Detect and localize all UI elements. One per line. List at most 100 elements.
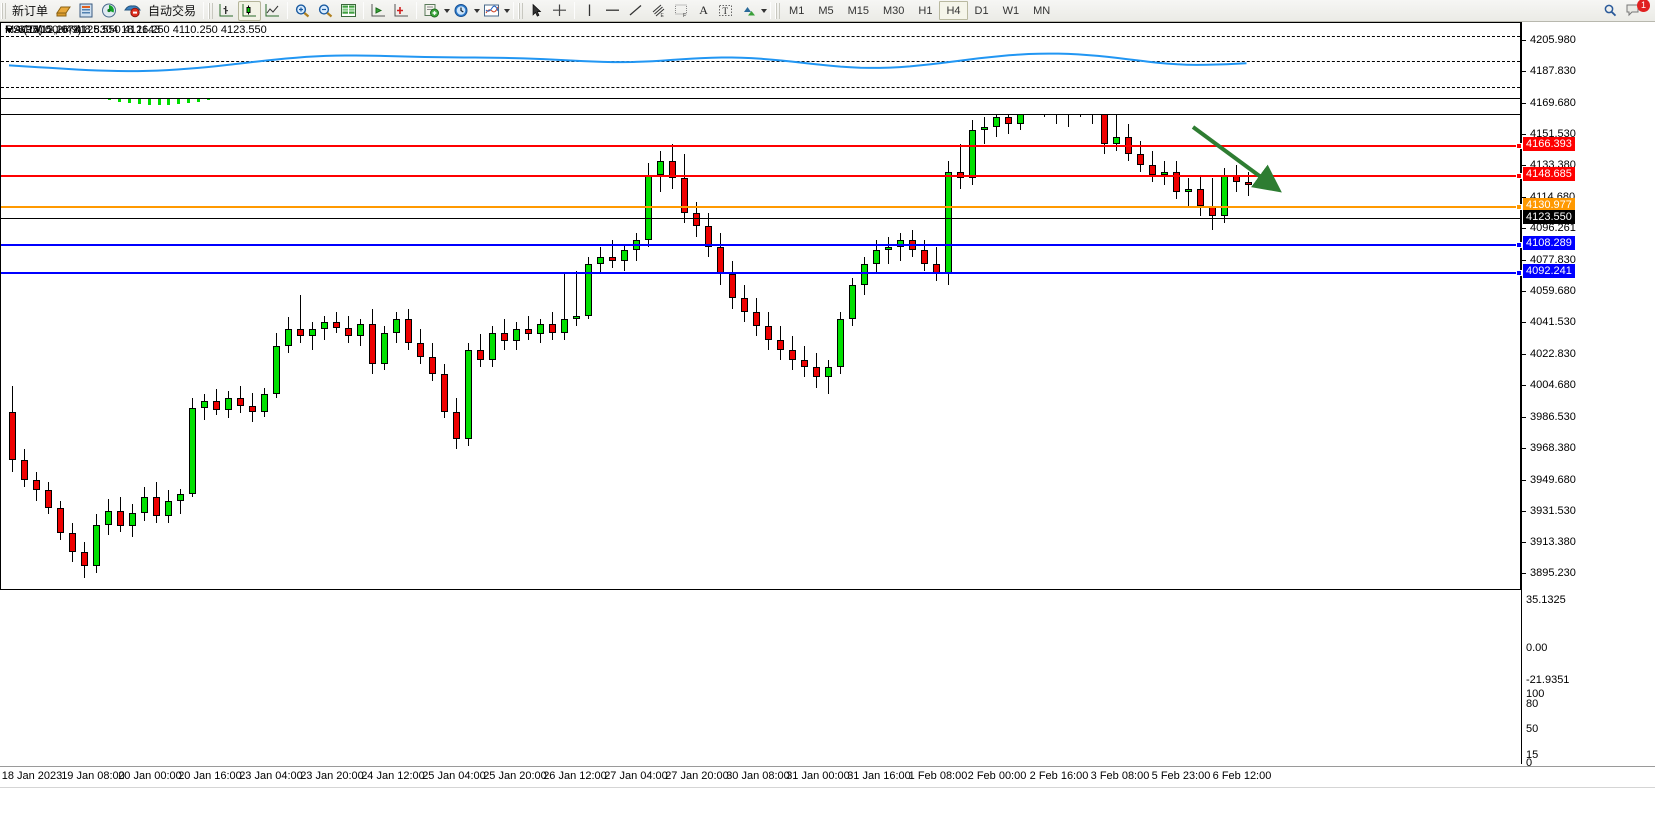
price-line-resistance-2[interactable] <box>1 173 1522 179</box>
candle-body <box>309 329 316 337</box>
price-pane[interactable]: SP500-,H4 4125.550 4126.250 4110.250 412… <box>0 22 1522 590</box>
price-tag-support-1[interactable]: 4108.289 <box>1523 236 1575 250</box>
timeframe-h4[interactable]: H4 <box>939 1 968 20</box>
messages-icon[interactable]: 1 <box>1622 0 1650 21</box>
timeframe-m30[interactable]: M30 <box>883 4 905 17</box>
price-tag-resistance-2[interactable]: 4148.685 <box>1523 167 1575 181</box>
candle-body <box>369 324 376 364</box>
price-line-handle[interactable] <box>1516 204 1522 210</box>
candle-wick <box>300 295 301 343</box>
chart-area[interactable]: SP500-,H4 4125.550 4126.250 4110.250 412… <box>0 22 1655 823</box>
auto-scroll-icon[interactable] <box>390 1 413 21</box>
candle-body <box>609 257 616 261</box>
price-tick-mark <box>1522 510 1526 512</box>
price-line-resistance-1[interactable] <box>1 143 1522 149</box>
vertical-line-icon[interactable] <box>578 1 601 21</box>
price-tag-current-price[interactable]: 4130.977 <box>1523 198 1575 212</box>
toolbar-grip-2[interactable] <box>208 2 214 19</box>
price-line-support-1[interactable] <box>1 242 1522 248</box>
fibonacci-icon[interactable]: F <box>670 1 693 21</box>
candle-body <box>9 411 16 460</box>
templates-icon[interactable] <box>480 1 503 21</box>
zoom-in-icon[interactable] <box>291 1 314 21</box>
autotrading-icon[interactable] <box>121 1 144 21</box>
bar-chart-icon[interactable] <box>215 1 238 21</box>
candle-body <box>453 411 460 439</box>
candle-body <box>81 552 88 566</box>
candle-body <box>333 322 340 328</box>
data-window-icon[interactable] <box>337 1 360 21</box>
rsi-pane[interactable]: RSI(14) 50.0781 <box>0 22 1521 99</box>
text-label-icon[interactable]: T <box>714 1 737 21</box>
timeframe-m5[interactable]: M5 <box>818 4 834 17</box>
time-axis-label: 31 Jan 16:00 <box>847 770 911 782</box>
price-tick-mark <box>1522 291 1526 293</box>
candle-body <box>693 212 700 227</box>
line-chart-icon[interactable] <box>261 1 284 21</box>
price-tick-label: 3931.530 <box>1530 504 1576 517</box>
candle-body <box>945 171 952 275</box>
candle-body <box>189 408 196 494</box>
price-tick-mark <box>1522 479 1526 481</box>
add-indicator-icon[interactable] <box>420 1 443 21</box>
toolbar-grip-3[interactable] <box>518 2 524 19</box>
price-line-current-price[interactable] <box>1 204 1522 210</box>
arrows-icon[interactable] <box>737 1 760 21</box>
horizontal-line-icon[interactable] <box>601 1 624 21</box>
crosshair-icon[interactable] <box>548 1 571 21</box>
timeframe-d1[interactable]: D1 <box>974 4 989 17</box>
chevron-down-icon-4[interactable] <box>761 8 768 13</box>
chevron-down-icon-3[interactable] <box>504 8 511 13</box>
trend-arrow-annotation[interactable] <box>1189 123 1289 198</box>
price-tick-mark <box>1522 416 1526 418</box>
zoom-out-icon[interactable] <box>314 1 337 21</box>
candle-body <box>273 346 280 395</box>
toolbar-grip-4[interactable] <box>775 2 781 19</box>
price-line-support-2[interactable] <box>1 270 1522 276</box>
cursor-icon[interactable] <box>525 1 548 21</box>
price-line-handle[interactable] <box>1516 270 1522 276</box>
timeframe-m15[interactable]: M15 <box>847 4 869 17</box>
chevron-down-icon-2[interactable] <box>474 8 481 13</box>
rsi-level-line <box>1 87 1520 88</box>
search-icon[interactable] <box>1599 1 1622 21</box>
toolbar-grip[interactable] <box>1 2 6 19</box>
timeframe-mn[interactable]: MN <box>1033 4 1051 17</box>
candle-body <box>141 497 148 513</box>
timeframe-h1[interactable]: H1 <box>918 4 933 17</box>
price-scale[interactable]: 4205.980 4187.830 4169.680 4151.530 4133.380… <box>1521 22 1655 769</box>
terminal-icon[interactable] <box>75 1 98 21</box>
toolbar-separator-3 <box>363 2 365 19</box>
equidistant-channel-icon[interactable]: E <box>647 1 670 21</box>
auto-trading-button[interactable]: 自动交易 <box>148 4 197 18</box>
timeframe-w1[interactable]: W1 <box>1002 4 1020 17</box>
price-tag-support-2[interactable]: 4092.241 <box>1523 264 1575 278</box>
time-axis[interactable]: 18 Jan 2023 19 Jan 08:00 20 Jan 00:00 20 Ja… <box>0 766 1655 786</box>
price-tag-last-price[interactable]: 4123.550 <box>1523 210 1575 224</box>
candle-body <box>537 324 544 335</box>
price-tag-resistance-1[interactable]: 4166.393 <box>1523 137 1575 151</box>
candle-body <box>789 349 796 361</box>
candle-wick <box>612 240 613 268</box>
candle-body <box>201 401 208 409</box>
signal-icon[interactable] <box>98 1 121 21</box>
period-clock-icon[interactable] <box>450 1 473 21</box>
time-axis-label: 6 Feb 12:00 <box>1212 770 1272 782</box>
candlestick-chart-icon[interactable] <box>238 0 262 21</box>
rsi-level-line <box>1 61 1520 62</box>
main-toolbar: 新订单 自动交易 <box>0 0 1655 22</box>
price-line-handle[interactable] <box>1516 173 1522 179</box>
candle-body <box>1161 171 1168 175</box>
text-icon[interactable]: A <box>699 3 708 17</box>
new-order-button[interactable]: 新订单 <box>12 4 49 18</box>
timeframe-m1[interactable]: M1 <box>789 4 805 17</box>
trendline-icon[interactable] <box>624 1 647 21</box>
time-axis-label: 20 Jan 00:00 <box>118 770 182 782</box>
price-line-handle[interactable] <box>1516 242 1522 248</box>
price-line-handle[interactable] <box>1516 143 1522 149</box>
chevron-down-icon[interactable] <box>444 8 451 13</box>
gold-bar-icon[interactable] <box>52 1 75 21</box>
candle-body <box>501 332 508 342</box>
symbol-dropdown-caret-icon[interactable] <box>5 27 13 33</box>
shift-end-icon[interactable] <box>367 1 390 21</box>
